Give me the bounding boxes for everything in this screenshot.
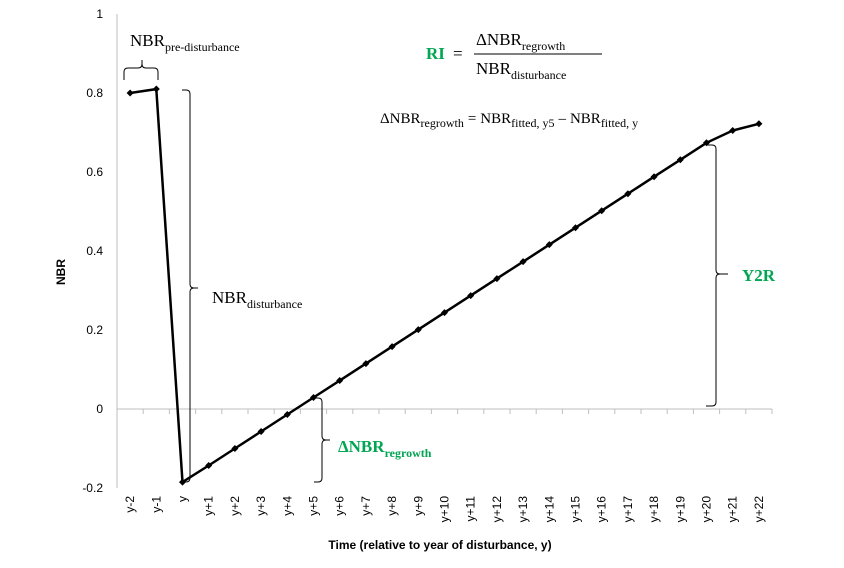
x-tick-label: y+19	[673, 496, 687, 523]
x-tick-label: y+2	[228, 496, 242, 516]
data-point	[336, 377, 344, 385]
y-tick-label: 0	[96, 402, 103, 416]
x-tick-label: y+4	[280, 496, 294, 516]
x-tick-label: y+15	[569, 496, 583, 523]
brace-disturbance	[182, 89, 198, 483]
x-axis-title: Time (relative to year of disturbance, y…	[328, 538, 551, 552]
brace-pre-disturbance	[123, 60, 159, 80]
brace-y2r	[706, 144, 728, 407]
y-tick-label: 0.2	[86, 323, 103, 337]
y-tick-label: 0.8	[86, 86, 103, 100]
y-tick-label: 0.6	[86, 165, 103, 179]
data-point	[467, 292, 475, 300]
data-point	[493, 275, 501, 283]
data-point	[257, 428, 265, 436]
data-point	[205, 461, 213, 469]
brace-regrowth	[314, 397, 330, 483]
x-tick-label: y+16	[595, 496, 609, 523]
data-point	[624, 190, 632, 198]
x-tick-label: y+14	[542, 496, 556, 523]
ri-numerator: ΔNBRregrowth	[476, 30, 565, 53]
x-tick-label: y+11	[464, 496, 478, 522]
data-point	[152, 85, 160, 93]
data-point	[572, 224, 579, 232]
data-point	[729, 127, 737, 135]
x-tick-label: y+10	[438, 496, 452, 523]
data-point	[283, 411, 291, 419]
ri-denominator: NBRdisturbance	[476, 59, 566, 82]
y-tick-label: -0.2	[82, 481, 103, 495]
data-point	[676, 156, 684, 164]
x-tick-label: y+3	[254, 496, 268, 516]
x-tick-label: y-1	[149, 496, 163, 513]
y-axis-title: NBR	[54, 259, 68, 285]
label-delta-nbr-regrowth: ΔNBRregrowth	[338, 437, 432, 460]
series-line	[129, 87, 760, 485]
data-point	[755, 120, 763, 128]
x-tick-label: y+5	[307, 496, 321, 516]
x-tick-label: y+9	[411, 496, 425, 516]
regrowth-formula: ΔNBRregrowth = NBRfitted, y5– NBRfitted, y	[380, 111, 638, 130]
data-point	[598, 207, 606, 215]
x-tick-label: y+22	[752, 496, 766, 523]
y-tick-labels: -0.2 0 0.2 0.4 0.6 0.8 1	[82, 7, 103, 495]
x-tick-label: y	[176, 496, 190, 502]
x-tick-label: y+6	[333, 496, 347, 516]
x-tick-label: y+17	[621, 496, 635, 523]
y-tick-label: 0.4	[86, 244, 103, 258]
x-tick-label: y+7	[359, 496, 373, 516]
ri-equals: =	[453, 44, 463, 63]
x-tick-label: y+12	[490, 496, 504, 523]
ri-lhs: RI	[426, 44, 445, 63]
label-y2r: Y2R	[742, 266, 776, 285]
data-point	[650, 173, 658, 181]
data-point	[545, 241, 553, 249]
label-nbr-disturbance: NBRdisturbance	[212, 288, 302, 311]
x-tick-label: y+8	[385, 496, 399, 516]
data-point	[519, 258, 527, 266]
x-tick-label: y+20	[700, 496, 714, 523]
y-tick-label: 1	[96, 7, 103, 21]
x-tick-label: y+13	[516, 496, 530, 523]
x-tick-label: y+1	[202, 496, 216, 516]
data-point	[126, 89, 134, 97]
x-tick-label: y+18	[647, 496, 661, 523]
x-tick-label: y-2	[123, 496, 137, 513]
data-point	[414, 326, 422, 334]
label-nbr-pre-disturbance: NBRpre-disturbance	[130, 31, 240, 54]
data-point	[441, 309, 448, 317]
data-point	[362, 360, 370, 368]
data-point	[310, 394, 317, 402]
data-point	[388, 343, 396, 351]
ri-formula: RI = ΔNBRregrowth NBRdisturbance	[426, 30, 602, 82]
series-markers	[126, 85, 763, 486]
x-tick-labels: y-2 y-1 y y+1 y+2 y+3 y+4 y+5 y+6 y+7 y+8 y+9 y+10 y+…	[116, 409, 773, 523]
data-point	[231, 445, 239, 452]
x-tick-label: y+21	[726, 496, 740, 523]
